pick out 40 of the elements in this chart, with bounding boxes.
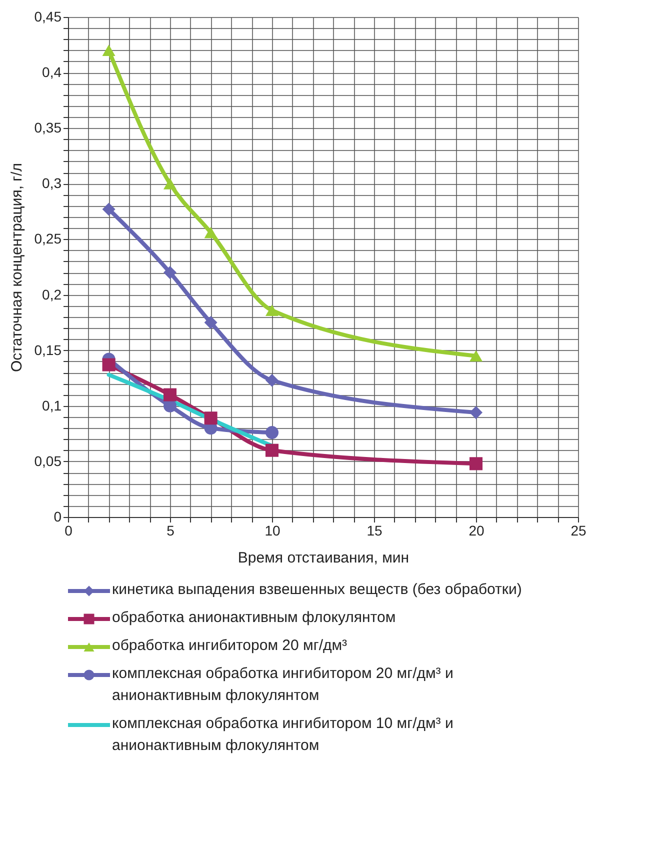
point	[204, 412, 218, 425]
legend-label: комплексная обработка ингибитором 20 мг/дм³ и анионактивным флокулянтом	[112, 665, 454, 704]
y-tick-label: 0,45	[34, 8, 62, 24]
y-tick-label: 0,15	[34, 342, 62, 358]
point	[102, 44, 116, 56]
y-tick-label: 0,4	[42, 64, 62, 80]
point	[265, 374, 279, 387]
x-tick-label: 20	[468, 522, 484, 538]
x-tick-label: 15	[366, 522, 382, 538]
y-tick-label: 0,25	[34, 230, 62, 247]
y-tick-label: 0,35	[34, 120, 62, 136]
point	[204, 226, 218, 238]
point	[102, 358, 116, 372]
legend-label: кинетика выпадения взвешенных веществ (без обработки)	[112, 581, 522, 598]
point	[204, 316, 218, 330]
x-tick-label: 10	[264, 522, 280, 538]
legend-label: комплексная обработка ингибитором 10 мг/дм³ и анионактивным флокулянтом	[112, 715, 454, 754]
x-tick-label: 5	[166, 522, 175, 538]
y-axis-title: Остаточная концентрация, г/л	[8, 162, 26, 372]
legend-label: обработка анионактивным флокулянтом	[112, 609, 396, 626]
point	[265, 444, 279, 457]
point	[469, 350, 483, 362]
point	[469, 406, 483, 420]
point	[265, 426, 279, 440]
point	[469, 457, 483, 470]
y-tick-label: 0,2	[42, 286, 62, 302]
point	[163, 266, 177, 280]
y-tick-label: 0	[54, 508, 62, 524]
x-axis-title: Время отстаивания, мин	[238, 550, 410, 566]
y-tick-label: 0,3	[42, 175, 62, 192]
point	[163, 399, 177, 412]
y-tick-label: 0,1	[42, 397, 62, 414]
point	[163, 178, 177, 190]
point	[102, 202, 116, 216]
point	[265, 304, 279, 316]
x-tick-label: 0	[64, 522, 73, 538]
y-tick-label: 0,05	[34, 452, 62, 469]
point	[163, 388, 177, 402]
legend-label: обработка ингибитором 20 мг/дм³	[112, 637, 348, 654]
x-tick-label: 25	[570, 522, 586, 538]
